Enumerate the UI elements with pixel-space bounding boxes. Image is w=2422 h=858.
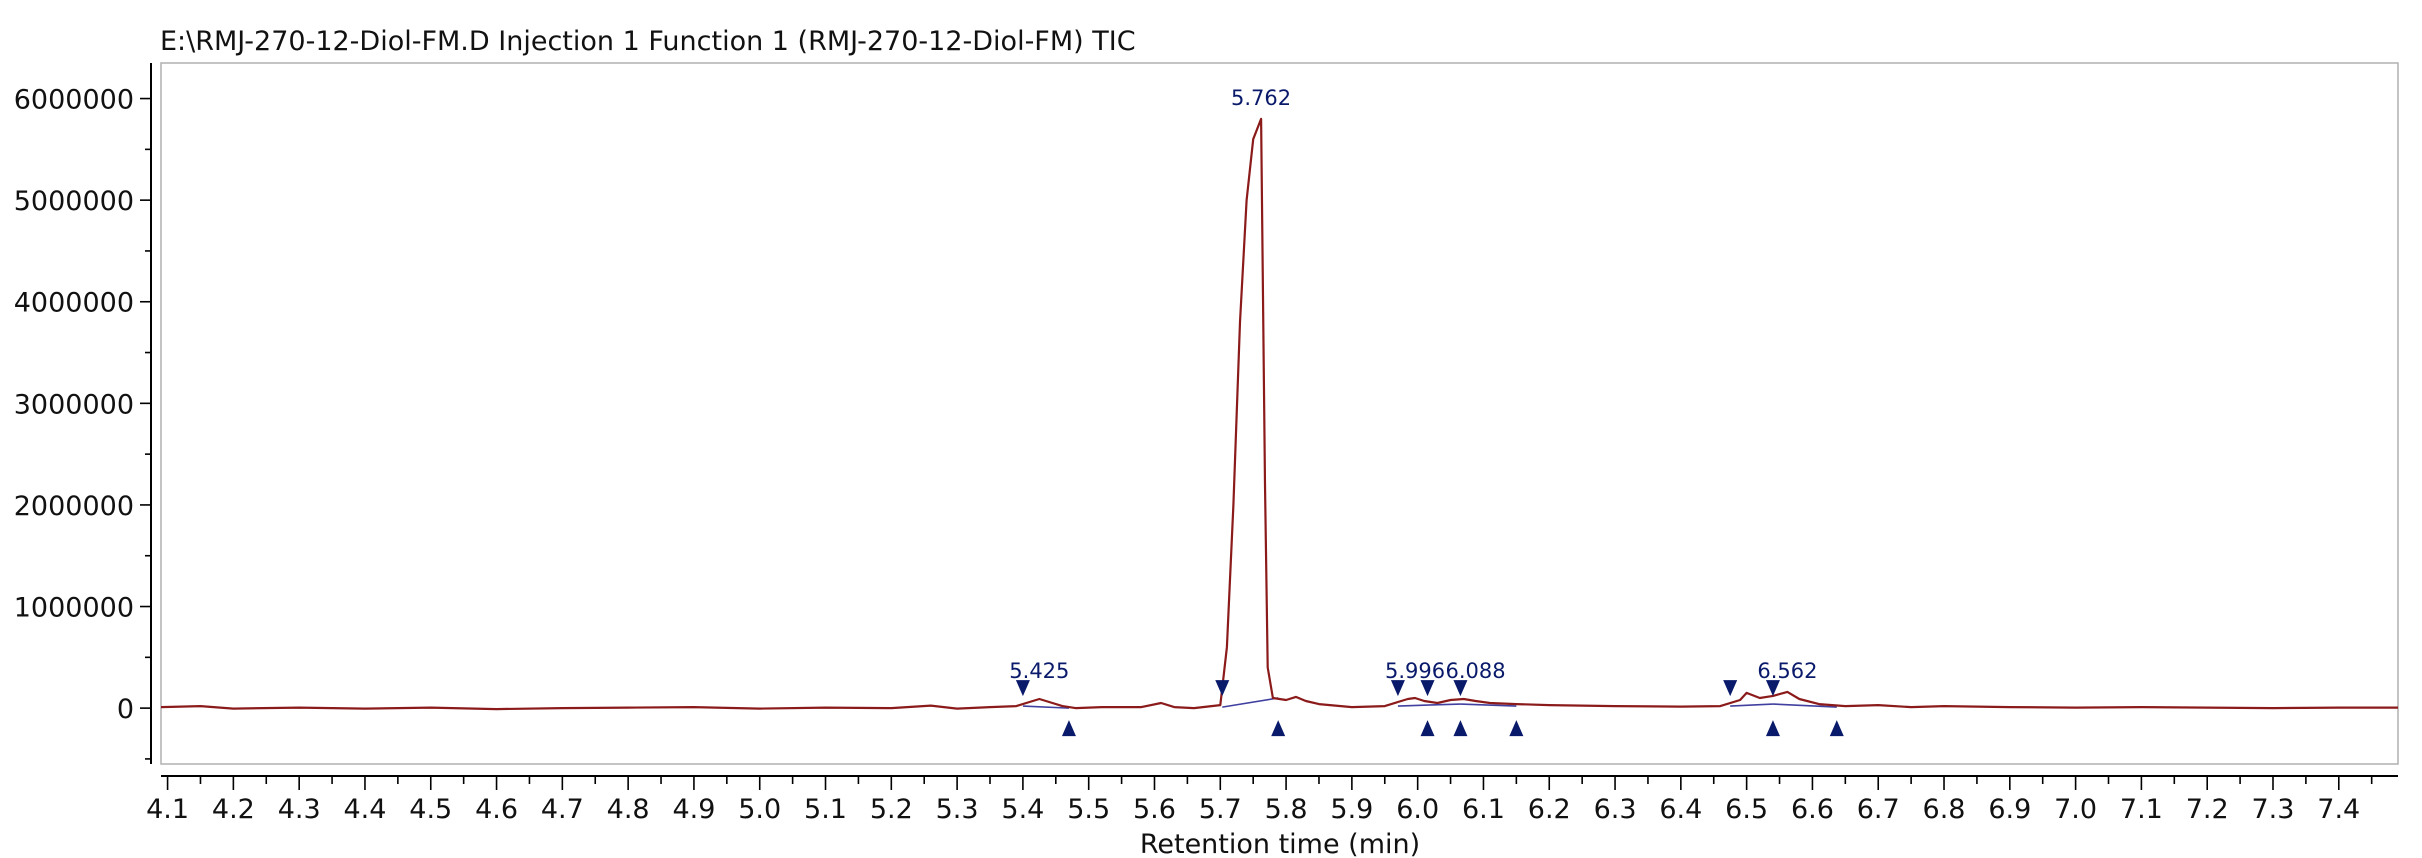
peak-label: 6.088: [1446, 659, 1506, 683]
x-tick-label: 4.2: [212, 794, 255, 825]
x-tick-label: 6.7: [1857, 794, 1900, 825]
x-tick-label: 6.8: [1923, 794, 1966, 825]
peak-start-marker: [1765, 680, 1780, 697]
peak-label: 5.762: [1231, 86, 1291, 110]
tic-trace-line: [160, 117, 2398, 711]
x-tick-label: 5.0: [738, 794, 781, 825]
peak-label: 5.425: [1009, 659, 1069, 683]
x-tick-label: 4.7: [541, 794, 584, 825]
peak-end-marker: [1765, 720, 1780, 737]
y-tick-label: 4000000: [14, 288, 134, 319]
x-tick-label: 5.7: [1199, 794, 1242, 825]
x-tick-label: 4.8: [607, 794, 650, 825]
peak-markers: [1015, 680, 1844, 737]
peak-end-marker: [1271, 720, 1286, 737]
peak-end-marker: [1453, 720, 1468, 737]
x-tick-label: 7.0: [2054, 794, 2097, 825]
baseline-segment: [1427, 703, 1461, 706]
x-tick-label: 6.9: [1988, 794, 2031, 825]
x-tick-label: 7.4: [2317, 794, 2360, 825]
x-tick-label: 6.6: [1791, 794, 1834, 825]
peak-start-marker: [1723, 680, 1738, 697]
chart-title: E:\RMJ-270-12-Diol-FM.D Injection 1 Func…: [160, 26, 1136, 57]
peak-labels: 5.425 5.762 5.996 6.088 6.562: [1009, 86, 1817, 683]
x-tick-label: 5.4: [1001, 794, 1044, 825]
x-tick-label: 4.3: [278, 794, 321, 825]
baseline-segment: [1222, 697, 1279, 708]
peak-end-marker: [1061, 720, 1076, 737]
x-tick-label: 5.8: [1265, 794, 1308, 825]
baseline-segment: [1397, 704, 1428, 707]
x-tick-label: 4.9: [672, 794, 715, 825]
y-tick-label: 0: [117, 694, 134, 725]
x-tick-label: 5.3: [936, 794, 979, 825]
baseline-segment: [1022, 705, 1069, 709]
x-tick-label: 5.1: [804, 794, 847, 825]
baseline-segment: [1772, 703, 1837, 708]
x-tick-label: 4.6: [475, 794, 518, 825]
plot-frame: [160, 62, 2399, 765]
peak-start-marker: [1390, 680, 1405, 697]
peak-label: 5.996: [1385, 659, 1445, 683]
peak-start-marker: [1420, 680, 1435, 697]
x-tick-label: 6.1: [1462, 794, 1505, 825]
peak-end-marker: [1509, 720, 1524, 737]
x-tick-label: 5.5: [1067, 794, 1110, 825]
x-axis: 4.1 4.2 4.3 4.4 4.5 4.6 4.7 4.8 4.9 5.0 5.1 5.2 5.3 5…: [146, 776, 2373, 825]
y-axis: 6000000 5000000 4000000 3000000 2000000 10000…: [14, 85, 151, 760]
x-tick-label: 5.9: [1330, 794, 1373, 825]
x-tick-label: 4.1: [146, 794, 189, 825]
y-tick-label: 3000000: [14, 389, 134, 420]
x-tick-label: 4.5: [409, 794, 452, 825]
x-tick-label: 6.5: [1725, 794, 1768, 825]
x-tick-label: 7.3: [2252, 794, 2295, 825]
x-tick-label: 5.2: [870, 794, 913, 825]
x-tick-label: 7.1: [2120, 794, 2163, 825]
y-tick-label: 2000000: [14, 491, 134, 522]
peak-start-marker: [1453, 680, 1468, 697]
peak-start-marker: [1015, 680, 1030, 697]
x-tick-label: 6.3: [1594, 794, 1637, 825]
x-tick-label: 6.2: [1528, 794, 1571, 825]
peak-end-marker: [1829, 720, 1844, 737]
x-tick-label: 7.2: [2186, 794, 2229, 825]
peak-label: 6.562: [1757, 659, 1817, 683]
x-tick-label: 5.6: [1133, 794, 1176, 825]
integration-baselines: [1022, 697, 1837, 709]
peak-start-marker: [1215, 680, 1230, 697]
baseline-segment: [1460, 703, 1517, 707]
y-tick-label: 1000000: [14, 593, 134, 624]
x-tick-label: 6.0: [1396, 794, 1439, 825]
x-tick-label: 6.4: [1659, 794, 1702, 825]
y-tick-label: 6000000: [14, 85, 134, 116]
baseline-segment: [1730, 703, 1773, 707]
x-tick-label: 4.4: [343, 794, 386, 825]
peak-end-marker: [1420, 720, 1435, 737]
y-tick-label: 5000000: [14, 186, 134, 217]
x-axis-title: Retention time (min): [1140, 829, 1420, 858]
